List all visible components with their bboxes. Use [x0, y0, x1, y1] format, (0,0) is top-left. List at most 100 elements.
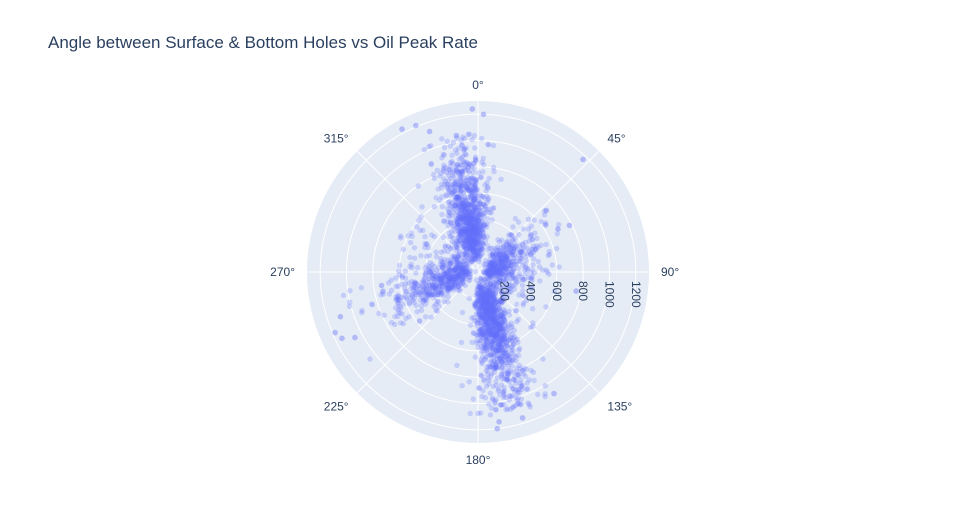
data-point-166 — [473, 224, 479, 231]
data-point-271 — [451, 188, 457, 195]
data-point-706 — [465, 168, 472, 174]
data-point-77 — [451, 203, 458, 209]
data-point-839 — [459, 202, 466, 209]
data-point-1574 — [479, 330, 485, 336]
data-point-1775 — [512, 374, 518, 380]
data-point-1678 — [508, 383, 514, 389]
data-point-1236 — [486, 352, 492, 359]
data-point-1016 — [506, 397, 512, 403]
data-point-506 — [444, 181, 450, 187]
data-point-426 — [453, 215, 459, 222]
data-point-1005 — [494, 347, 501, 353]
scatter-points — [332, 106, 586, 432]
data-point-2787 — [451, 240, 458, 246]
data-point-1288 — [471, 330, 477, 337]
data-point-2800 — [445, 248, 451, 255]
data-point-1446 — [489, 290, 495, 297]
data-point-388 — [463, 253, 469, 260]
data-point-1525 — [477, 301, 483, 307]
data-point-181 — [462, 214, 468, 220]
data-point-1526 — [472, 354, 478, 360]
data-point-667 — [468, 225, 474, 231]
angular-tick-180: 180° — [466, 453, 491, 467]
data-point-16 — [456, 194, 462, 200]
data-point-298 — [472, 227, 478, 233]
data-point-1094 — [483, 312, 489, 318]
data-point-1496 — [486, 401, 492, 407]
data-point-400 — [462, 214, 469, 220]
data-point-1095 — [478, 298, 484, 304]
data-point-1149 — [513, 386, 519, 393]
data-point-1333 — [497, 338, 503, 344]
data-point-411 — [449, 212, 455, 218]
data-point-394 — [472, 227, 478, 234]
data-point-591 — [484, 234, 490, 240]
data-point-1665 — [506, 352, 513, 358]
data-point-226 — [469, 242, 475, 249]
data-point-885 — [470, 207, 477, 214]
data-point-666 — [450, 169, 456, 175]
data-point-763 — [461, 204, 467, 211]
data-point-682 — [462, 196, 468, 202]
data-point-1280 — [486, 299, 493, 306]
data-point-676 — [477, 247, 483, 253]
data-point-1788 — [484, 297, 490, 304]
data-point-2718 — [414, 224, 420, 230]
data-point-1512 — [510, 335, 516, 341]
data-point-353 — [476, 229, 482, 235]
data-point-570 — [475, 233, 481, 239]
data-point-3034 — [332, 329, 338, 336]
data-point-504 — [468, 198, 475, 204]
data-point-1083 — [481, 297, 487, 303]
data-point-1692 — [485, 332, 491, 338]
data-point-915 — [513, 358, 519, 364]
data-point-1769 — [542, 383, 548, 389]
data-point-1379 — [480, 301, 486, 307]
data-point-1304 — [459, 383, 465, 389]
data-point-1529 — [505, 363, 511, 370]
data-point-1343 — [490, 316, 497, 323]
data-point-2664 — [440, 234, 447, 240]
data-point-1690 — [517, 380, 524, 386]
data-point-2696 — [439, 291, 446, 297]
data-point-606 — [467, 188, 474, 194]
data-point-430 — [452, 201, 459, 208]
data-point-775 — [453, 177, 459, 183]
data-point-1633 — [485, 319, 491, 325]
data-point-1066 — [467, 322, 474, 328]
data-point-922 — [496, 326, 503, 332]
data-point-107 — [476, 223, 483, 229]
data-point-987 — [492, 300, 498, 306]
data-point-728 — [473, 214, 480, 220]
data-point-559 — [470, 235, 477, 241]
data-point-866 — [453, 243, 459, 249]
data-point-680 — [469, 245, 476, 252]
data-point-1770 — [509, 331, 515, 338]
data-point-1041 — [516, 390, 522, 396]
data-point-1205 — [493, 407, 499, 413]
data-point-1584 — [494, 322, 500, 329]
data-point-1781 — [495, 314, 501, 321]
data-point-1522 — [477, 290, 484, 296]
data-point-264 — [441, 144, 448, 151]
data-point-1273 — [495, 328, 502, 335]
data-point-807 — [465, 208, 472, 214]
data-point-89 — [473, 240, 479, 247]
data-point-217 — [461, 206, 468, 212]
data-point-221 — [467, 162, 473, 168]
data-point-1940 — [491, 267, 497, 273]
data-point-34 — [471, 176, 477, 182]
data-point-1919 — [503, 273, 509, 279]
data-point-75 — [474, 252, 480, 258]
data-point-32 — [467, 227, 474, 233]
data-point-2911 — [512, 281, 518, 288]
data-point-1879 — [493, 265, 499, 271]
data-point-571 — [459, 211, 465, 217]
data-point-1712 — [484, 346, 490, 353]
data-point-947 — [477, 313, 483, 319]
data-point-1129 — [497, 333, 504, 339]
data-point-1530 — [501, 327, 507, 333]
data-point-58 — [466, 250, 472, 256]
data-point-193 — [467, 244, 474, 250]
data-point-1659 — [496, 315, 503, 322]
